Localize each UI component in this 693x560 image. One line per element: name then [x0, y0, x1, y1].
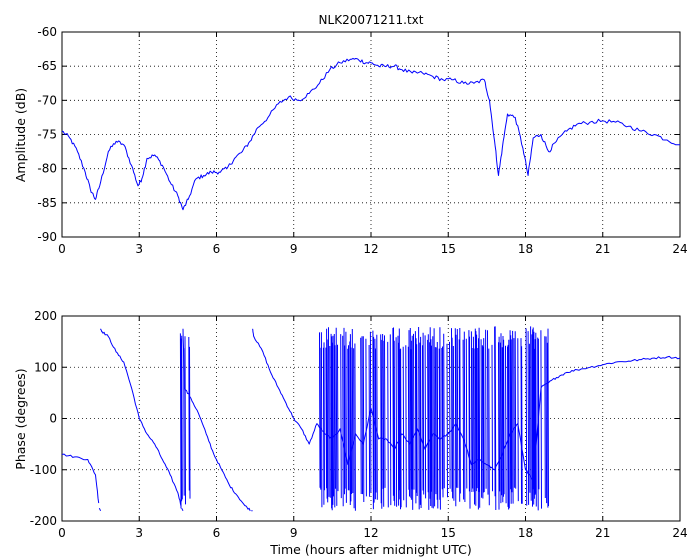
x-tick-label: 21	[595, 242, 610, 256]
x-tick-label: 24	[672, 242, 687, 256]
x-tick-label: 24	[672, 526, 687, 540]
phase-ticks	[61, 315, 681, 522]
x-tick-label: 18	[518, 526, 533, 540]
x-tick-label: 12	[363, 242, 378, 256]
x-tick-label: 6	[213, 526, 221, 540]
phase-y-tick-labels: -200 -100 0 100 200	[30, 309, 57, 528]
y-tick-label: 0	[49, 412, 57, 426]
x-axis-title: Time (hours after midnight UTC)	[269, 542, 471, 557]
x-tick-label: 12	[363, 526, 378, 540]
y-tick-label: -65	[37, 59, 57, 73]
series-line	[61, 328, 681, 512]
y-tick-label: -200	[30, 514, 57, 528]
x-tick-label: 18	[518, 242, 533, 256]
amplitude-y-tick-labels: -90 -85 -80 -75 -70 -65 -60	[37, 25, 57, 244]
y-tick-label: 200	[34, 309, 57, 323]
x-tick-label: 0	[58, 242, 66, 256]
y-tick-label: -80	[37, 162, 57, 176]
amplitude-series-layer	[61, 57, 680, 211]
phase-series-layer	[61, 326, 681, 512]
y-tick-label: -100	[30, 463, 57, 477]
amplitude-ticks	[61, 31, 681, 238]
phase-wrap-burst	[319, 326, 549, 511]
chart-title: NLK20071211.txt	[319, 13, 424, 27]
x-tick-label: 15	[441, 526, 456, 540]
phase-wrap-burst	[179, 333, 191, 509]
y-tick-label: -75	[37, 128, 57, 142]
x-tick-label: 15	[441, 242, 456, 256]
x-tick-label: 21	[595, 526, 610, 540]
x-tick-label: 9	[290, 526, 298, 540]
phase-x-tick-labels: 0 3 6 9 12 15 18 21 24	[58, 526, 687, 540]
y-tick-label: -60	[37, 25, 57, 39]
x-tick-label: 0	[58, 526, 66, 540]
y-tick-label: -85	[37, 196, 57, 210]
series-line	[61, 57, 680, 211]
y-tick-label: -70	[37, 93, 57, 107]
y-tick-label: 100	[34, 360, 57, 374]
amplitude-plot: NLK20071211.txt 0 3 6 9 12 15 18 21 24 -90 -85 -80…	[13, 13, 688, 256]
amplitude-x-tick-labels: 0 3 6 9 12 15 18 21 24	[58, 242, 687, 256]
x-tick-label: 6	[213, 242, 221, 256]
y-tick-label: -90	[37, 230, 57, 244]
x-tick-label: 3	[135, 242, 143, 256]
x-tick-label: 9	[290, 242, 298, 256]
amplitude-y-axis-title: Amplitude (dB)	[13, 88, 28, 182]
phase-y-axis-title: Phase (degrees)	[13, 368, 28, 469]
amplitude-grid	[62, 32, 680, 237]
phase-plot: 0 3 6 9 12 15 18 21 24 -200 -100 0 100 200 Phase (de…	[13, 309, 688, 557]
x-tick-label: 3	[135, 526, 143, 540]
